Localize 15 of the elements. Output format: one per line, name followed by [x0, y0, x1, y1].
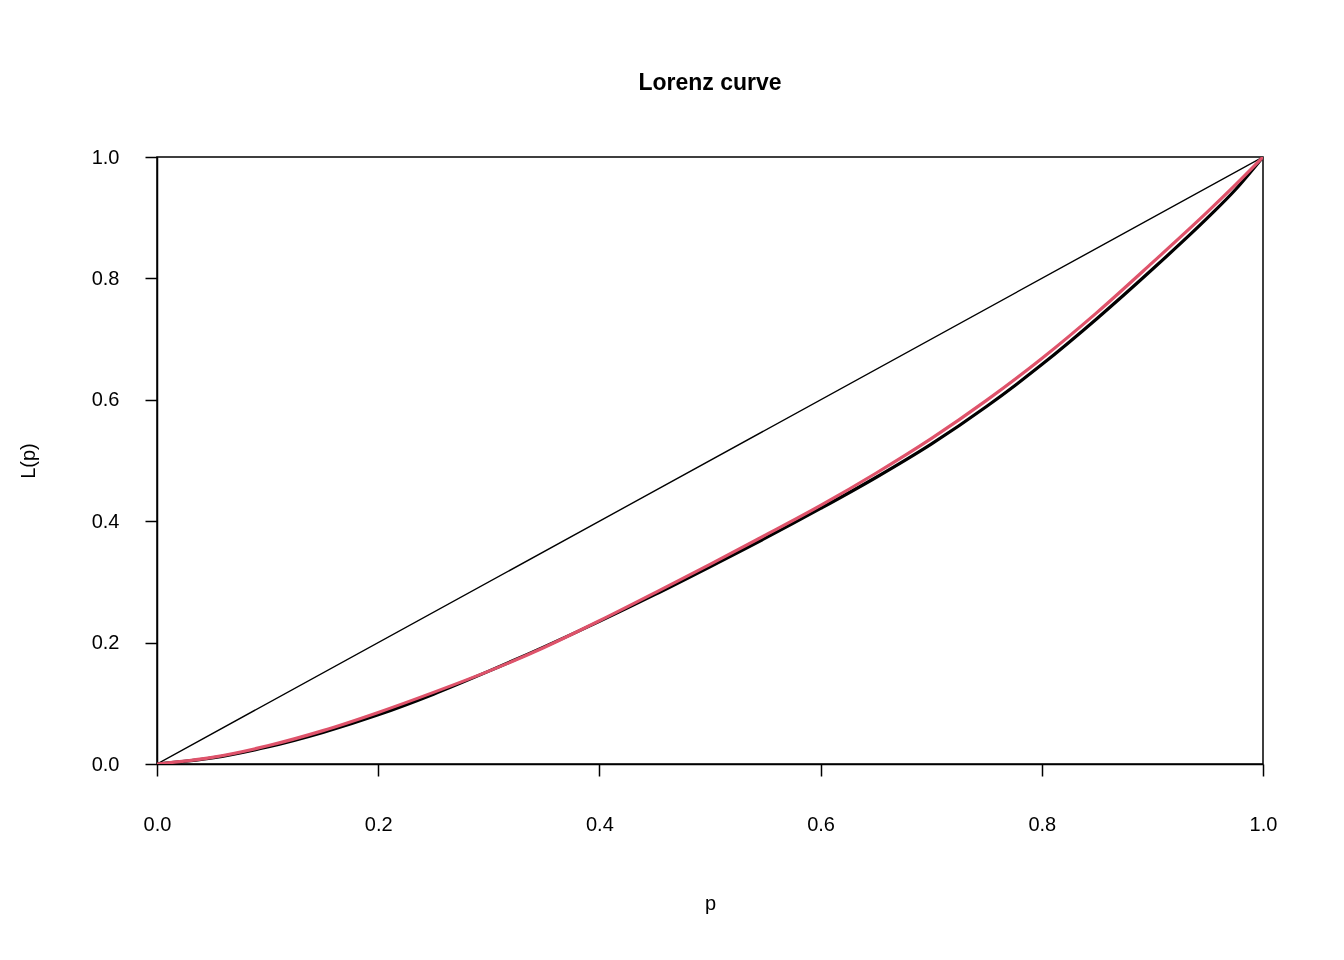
y-axis-title: L(p) — [16, 443, 39, 479]
x-tick-label: 0.4 — [585, 812, 614, 835]
chart-title: Lorenz curve — [638, 69, 782, 95]
x-tick-label: 0.2 — [364, 812, 393, 835]
x-tick-label: 0.6 — [807, 812, 836, 835]
y-tick-label: 1.0 — [91, 145, 120, 168]
y-tick-label: 0.6 — [91, 388, 120, 411]
y-tick-label: 0.4 — [91, 509, 120, 532]
x-tick-label: 1.0 — [1249, 812, 1278, 835]
x-axis-title: p — [704, 891, 717, 914]
x-tick-label: 0.8 — [1028, 812, 1057, 835]
x-tick-label: 0.0 — [143, 812, 172, 835]
y-tick-label: 0.0 — [91, 752, 120, 775]
y-tick-label: 0.2 — [91, 631, 120, 654]
y-tick-label: 0.8 — [91, 266, 120, 289]
